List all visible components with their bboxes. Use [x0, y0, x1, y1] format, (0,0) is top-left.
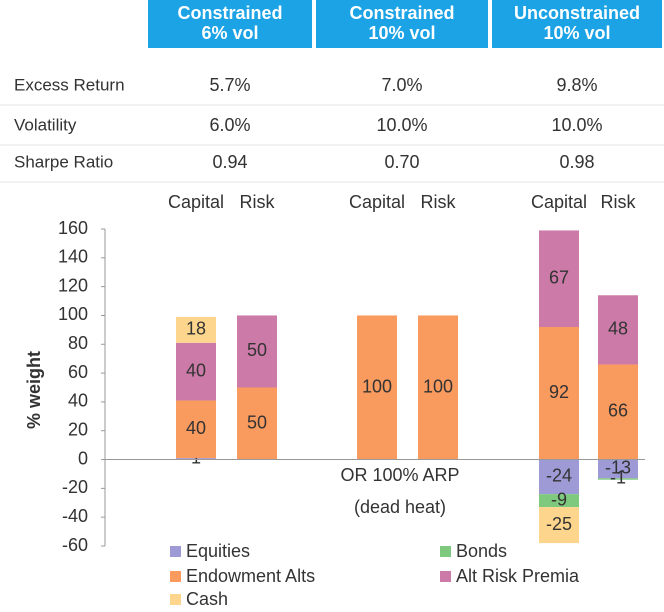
column-header-bg	[492, 0, 662, 48]
legend-swatch	[440, 546, 451, 557]
column-header: Constrained	[349, 3, 454, 23]
bar-segment	[598, 478, 638, 480]
category-label: Capital	[168, 192, 224, 212]
bar-segment	[176, 400, 216, 459]
category-label: Risk	[421, 192, 457, 212]
category-label: Risk	[240, 192, 276, 212]
cell-value: 10.0%	[551, 115, 602, 135]
y-tick-label: -60	[62, 535, 88, 555]
bar-segment	[539, 230, 579, 327]
category-label: Capital	[531, 192, 587, 212]
y-tick-label: 120	[58, 275, 88, 295]
cell-value: 0.94	[212, 152, 247, 172]
bar-segment	[598, 295, 638, 365]
bar-segment	[539, 326, 579, 460]
y-tick-label: 80	[68, 333, 88, 353]
data-label: 92	[549, 382, 569, 402]
y-tick-label: -40	[62, 506, 88, 526]
data-label: 66	[608, 401, 628, 421]
cell-value: 10.0%	[376, 115, 427, 135]
y-tick-label: 60	[68, 362, 88, 382]
legend-label: Equities	[186, 541, 250, 561]
data-label: 100	[362, 376, 392, 396]
bar-segment	[176, 342, 216, 401]
category-label: Capital	[349, 192, 405, 212]
legend-label: Bonds	[456, 541, 507, 561]
cell-value: 0.70	[384, 152, 419, 172]
legend-label: Cash	[186, 589, 228, 609]
column-header: 10% vol	[368, 23, 435, 43]
bar-segment	[418, 315, 458, 460]
data-label: -1	[610, 468, 626, 488]
legend-label: Endowment Alts	[186, 566, 315, 586]
legend-swatch	[170, 594, 181, 605]
column-header: 6% vol	[201, 23, 258, 43]
data-label: -13	[605, 458, 631, 478]
y-tick-label: 160	[58, 218, 88, 238]
data-label: -24	[546, 466, 572, 486]
cell-value: 9.8%	[556, 75, 597, 95]
bar-segment	[539, 459, 579, 495]
data-label: 40	[186, 418, 206, 438]
row-label: Excess Return	[14, 75, 125, 94]
category-label: Risk	[601, 192, 637, 212]
data-label: 40	[186, 360, 206, 380]
column-header: 10% vol	[543, 23, 610, 43]
legend-swatch	[440, 571, 451, 582]
column-header-bg	[148, 0, 312, 48]
bar-segment	[598, 364, 638, 460]
bar-segment	[539, 507, 579, 544]
data-label: 100	[423, 376, 453, 396]
data-label: 18	[186, 319, 206, 339]
data-label: -25	[546, 514, 572, 534]
y-tick-label: 20	[68, 419, 88, 439]
column-header: Constrained	[177, 3, 282, 23]
bar-segment	[237, 387, 277, 460]
bar-segment	[598, 459, 638, 479]
bar-segment	[357, 315, 397, 460]
annotation: OR 100% ARP	[340, 465, 459, 485]
y-tick-label: 0	[78, 448, 88, 468]
data-label: 50	[247, 412, 267, 432]
y-axis-label: % weight	[24, 351, 44, 429]
legend-swatch	[170, 546, 181, 557]
legend-swatch	[170, 571, 181, 582]
data-label: 48	[608, 319, 628, 339]
y-tick-label: -20	[62, 477, 88, 497]
y-tick-label: 100	[58, 304, 88, 324]
bar-segment	[176, 316, 216, 343]
column-header-bg	[316, 0, 488, 48]
row-label: Volatility	[14, 115, 77, 134]
data-label: 67	[549, 267, 569, 287]
data-label: -9	[551, 489, 567, 509]
bar-segment	[176, 458, 216, 460]
row-label: Sharpe Ratio	[14, 152, 113, 171]
legend-label: Alt Risk Premia	[456, 566, 580, 586]
cell-value: 7.0%	[381, 75, 422, 95]
bar-segment	[539, 494, 579, 508]
y-tick-label: 40	[68, 391, 88, 411]
data-label: 50	[247, 340, 267, 360]
cell-value: 6.0%	[209, 115, 250, 135]
cell-value: 0.98	[559, 152, 594, 172]
column-header: Unconstrained	[514, 3, 640, 23]
bar-segment	[237, 315, 277, 388]
y-tick-label: 140	[58, 247, 88, 267]
cell-value: 5.7%	[209, 75, 250, 95]
annotation: (dead heat)	[354, 497, 446, 517]
